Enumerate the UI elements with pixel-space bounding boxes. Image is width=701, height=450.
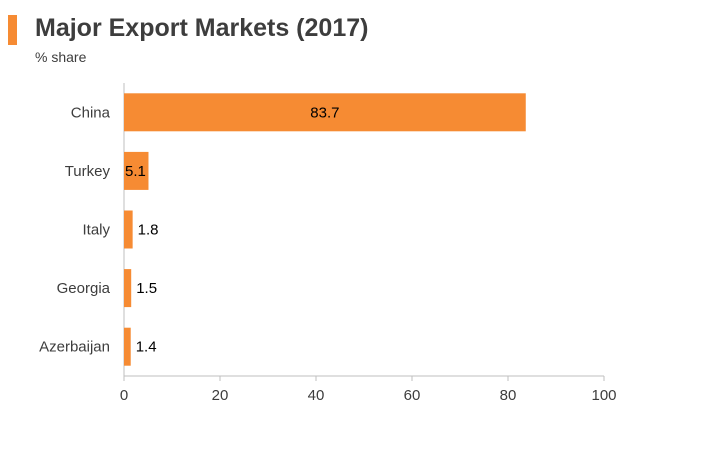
x-tick-label: 60 [404, 387, 421, 404]
data-label: 1.5 [136, 280, 157, 297]
title-accent-bar [8, 15, 17, 45]
chart-subtitle: % share [35, 49, 87, 65]
bar [124, 269, 132, 308]
bar [124, 151, 149, 190]
data-label: 1.4 [136, 339, 157, 356]
bar [124, 327, 131, 366]
x-tick-label: 0 [120, 387, 128, 404]
x-tick-label: 20 [212, 387, 229, 404]
category-label: Italy [82, 222, 110, 239]
bar [124, 93, 526, 132]
x-tick-label: 100 [591, 387, 616, 404]
category-label: Azerbaijan [39, 339, 110, 356]
data-label: 83.7 [310, 104, 339, 121]
data-label: 5.1 [125, 163, 146, 180]
data-label: 1.8 [138, 222, 159, 239]
category-label: Turkey [65, 163, 111, 180]
category-label: China [71, 104, 111, 121]
x-tick-label: 40 [308, 387, 325, 404]
category-label: Georgia [57, 280, 111, 297]
x-tick-label: 80 [500, 387, 517, 404]
bar [124, 210, 133, 249]
chart-title: Major Export Markets (2017) [35, 14, 369, 42]
